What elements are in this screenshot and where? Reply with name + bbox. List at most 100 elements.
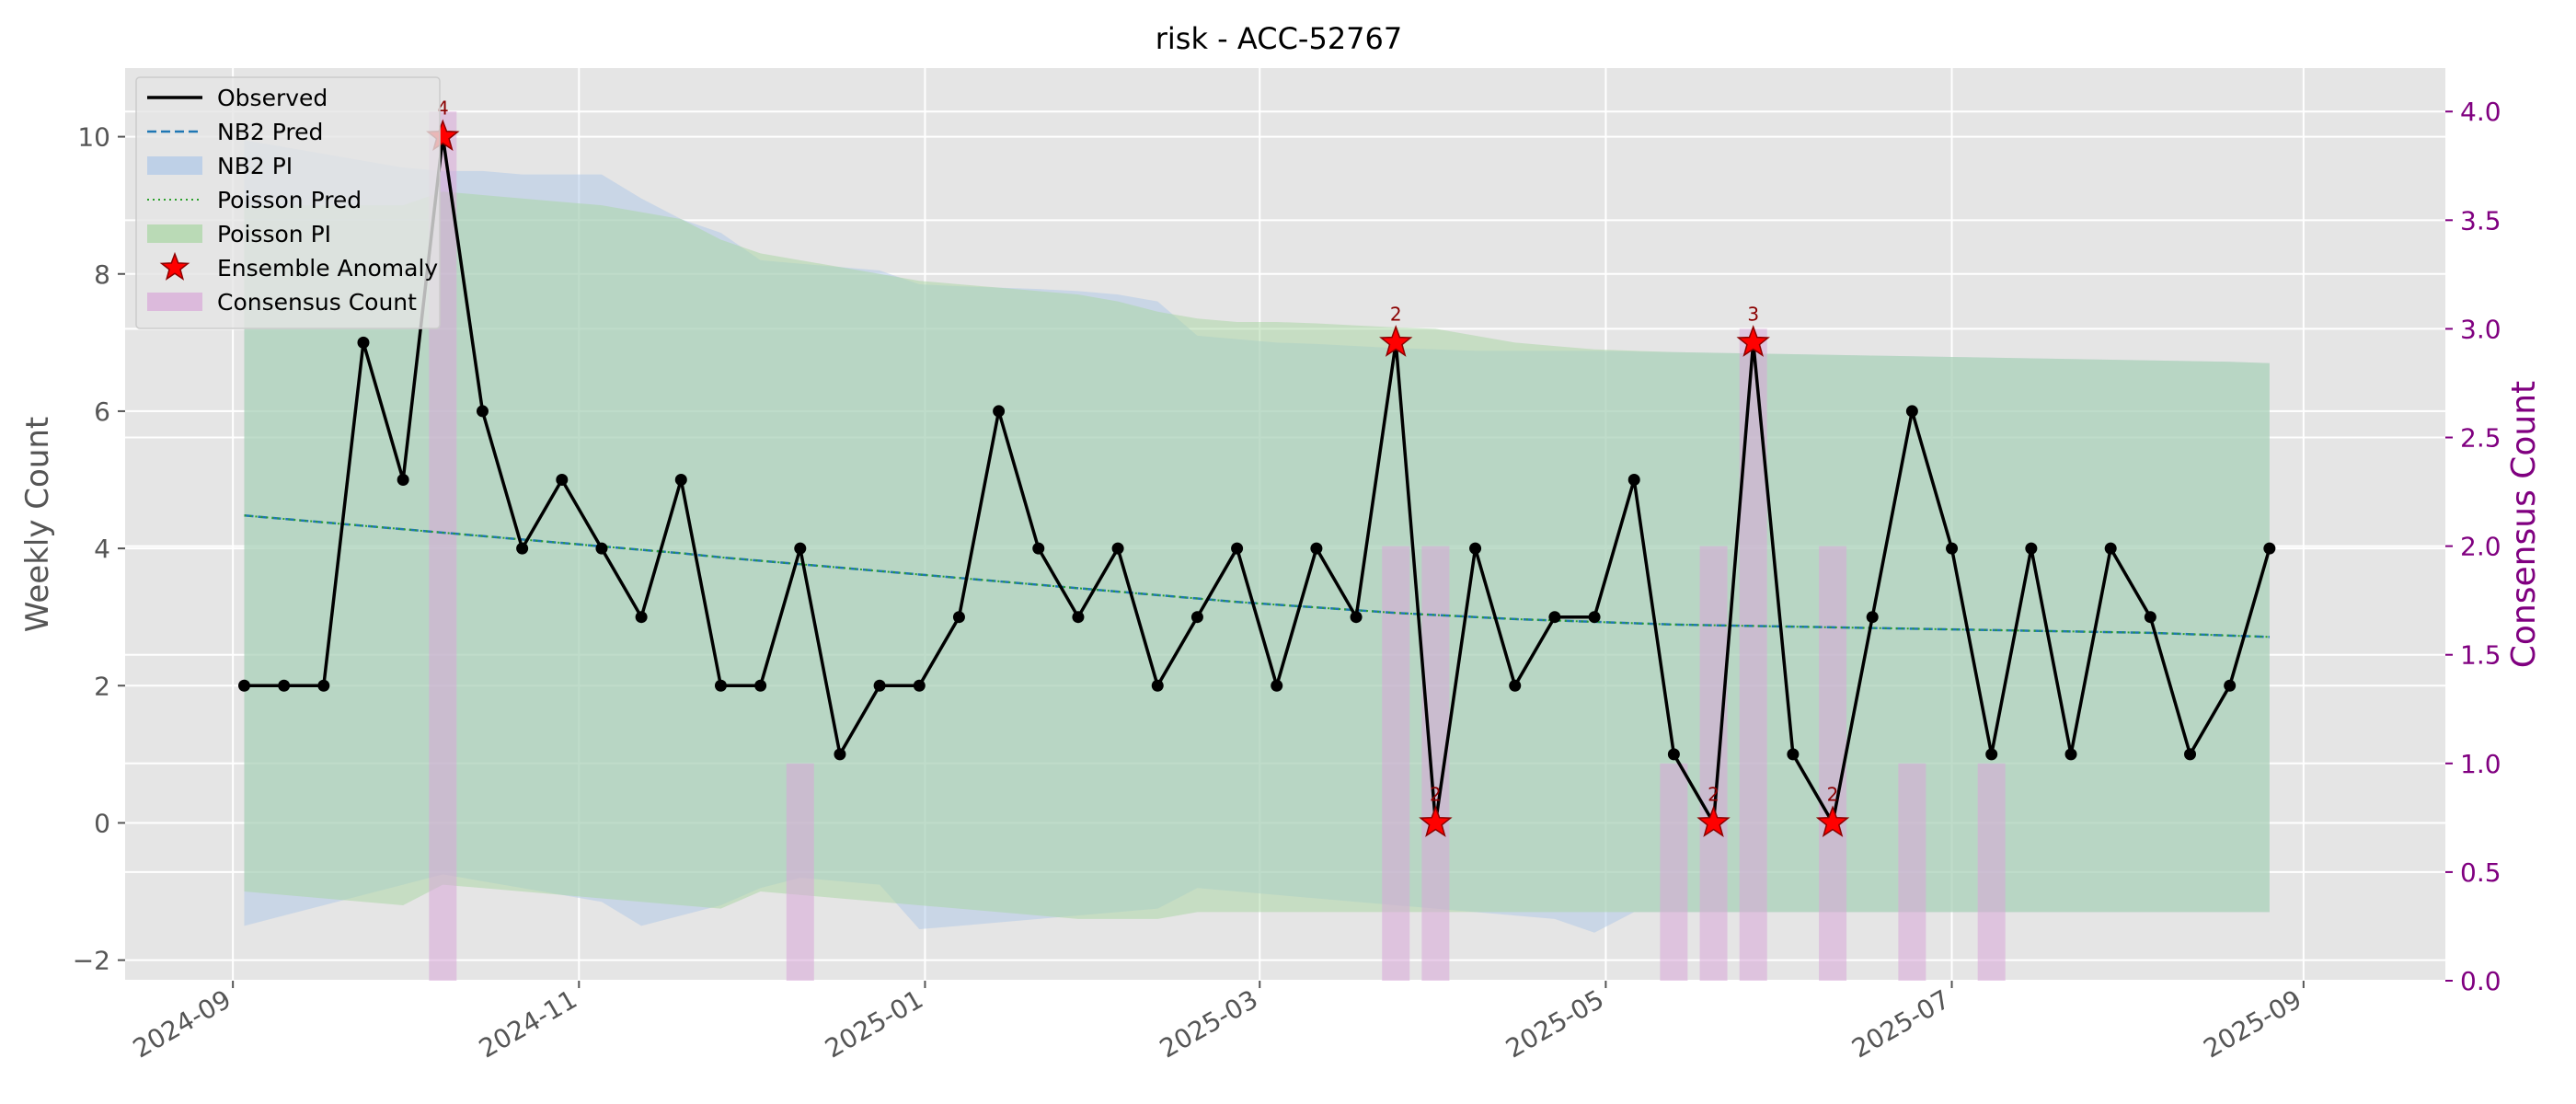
series-lines xyxy=(244,136,2271,829)
anomaly-label: 2 xyxy=(1827,783,1839,805)
legend-box xyxy=(135,76,441,329)
y-tick-label: 10 xyxy=(77,122,110,153)
anomaly-label: 2 xyxy=(1430,783,1442,805)
observed-point xyxy=(1588,611,1601,624)
observed-point xyxy=(913,679,926,692)
consensus-bar xyxy=(786,763,814,981)
observed-point xyxy=(1469,542,1482,555)
observed-point xyxy=(1231,542,1244,555)
observed-point xyxy=(754,679,767,692)
consensus-bar xyxy=(1699,546,1728,981)
observed-point xyxy=(2144,611,2156,624)
observed-point xyxy=(1032,542,1045,555)
y2-axis-label: Consensus Count xyxy=(2505,381,2543,668)
observed-point xyxy=(2025,542,2038,555)
observed-point xyxy=(237,679,250,692)
observed-point xyxy=(2224,679,2237,692)
legend-handle-nb2_pi xyxy=(147,156,202,175)
y-axis-label: Weekly Count xyxy=(19,417,56,633)
consensus-bar xyxy=(1819,546,1847,981)
legend-handle-consensus xyxy=(147,293,202,311)
observed-point xyxy=(516,542,529,555)
anomaly-star xyxy=(1696,805,1731,837)
observed-point xyxy=(278,679,291,692)
consensus-bar xyxy=(1977,763,2006,981)
observed-point xyxy=(317,679,330,692)
observed-point xyxy=(1509,679,1522,692)
y2-tick-label: 3.5 xyxy=(2460,205,2501,236)
y-tick-label: 0 xyxy=(94,808,110,838)
observed-point xyxy=(1190,611,1203,624)
observed-point xyxy=(1151,679,1164,692)
legend-handle-anomaly xyxy=(159,251,190,281)
observed-point xyxy=(1985,748,1998,761)
y-tick-label: 2 xyxy=(94,671,110,701)
y2-tick-label: 2.0 xyxy=(2460,532,2501,562)
consensus-bars xyxy=(429,111,2006,981)
observed-point xyxy=(476,405,489,418)
observed-points xyxy=(237,131,2276,829)
y2-tick-label: 0.0 xyxy=(2460,966,2501,996)
y2-tick-label: 0.5 xyxy=(2460,857,2501,888)
legend-label: Ensemble Anomaly xyxy=(217,255,438,282)
poisson-pred-line xyxy=(244,514,2270,638)
observed-point xyxy=(2184,748,2197,761)
observed-point xyxy=(397,474,409,487)
observed-point xyxy=(1667,748,1680,761)
anomaly-star xyxy=(1419,805,1453,837)
legend-label: NB2 PI xyxy=(217,153,293,179)
observed-point xyxy=(1111,542,1124,555)
observed-point xyxy=(635,611,648,624)
observed-point xyxy=(1946,542,1959,555)
anomaly-label: 2 xyxy=(1390,303,1402,325)
y2-tick-label: 1.5 xyxy=(2460,640,2501,671)
observed-point xyxy=(357,336,370,349)
observed-point xyxy=(1350,611,1363,624)
anomaly-star xyxy=(1736,325,1770,357)
consensus-bar xyxy=(1660,763,1688,981)
y2-tick-label: 2.5 xyxy=(2460,423,2501,454)
observed-point xyxy=(2104,542,2117,555)
observed-point xyxy=(674,474,687,487)
observed-point xyxy=(1271,679,1283,692)
observed-point xyxy=(952,611,965,624)
anomaly-label: 3 xyxy=(1747,303,1759,325)
y2-tick-label: 3.0 xyxy=(2460,314,2501,344)
y-tick-label: 4 xyxy=(94,534,110,564)
observed-point xyxy=(1905,405,1918,418)
y-tick-label: 8 xyxy=(94,259,110,290)
legend-label: Poisson Pred xyxy=(217,187,362,213)
anomaly-label: 2 xyxy=(1708,783,1719,805)
observed-point xyxy=(834,748,846,761)
observed-point xyxy=(556,474,569,487)
observed-point xyxy=(993,405,1006,418)
observed-point xyxy=(2064,748,2077,761)
y-tick-label: 6 xyxy=(94,397,110,427)
y-tick-label: −2 xyxy=(73,946,110,976)
observed-point xyxy=(595,542,608,555)
observed-point xyxy=(1548,611,1561,624)
observed-point xyxy=(1787,748,1800,761)
observed-point xyxy=(714,679,727,692)
observed-point xyxy=(1627,474,1640,487)
observed-point xyxy=(1072,611,1085,624)
observed-point xyxy=(1310,542,1323,555)
observed-point xyxy=(2263,542,2276,555)
observed-point xyxy=(1866,611,1879,624)
observed-point xyxy=(794,542,807,555)
legend: Observed NB2 Pred NB2 PI Poisson Pred Poisso… xyxy=(135,76,441,329)
legend-label: Poisson PI xyxy=(217,221,331,247)
consensus-bar xyxy=(1382,546,1410,981)
y2-tick-label: 4.0 xyxy=(2460,97,2501,127)
anomaly-star xyxy=(1815,805,1850,837)
observed-line xyxy=(244,136,2271,829)
legend-label: NB2 Pred xyxy=(217,119,323,145)
y2-tick-label: 1.0 xyxy=(2460,749,2501,779)
anomaly-star xyxy=(1379,325,1413,357)
anomaly-markers: 422 232 xyxy=(426,98,1850,837)
observed-point xyxy=(873,679,886,692)
legend-label: Consensus Count xyxy=(217,289,417,316)
chart-title: risk - ACC-52767 xyxy=(1156,21,1403,56)
legend-handle-poisson_pi xyxy=(147,224,202,243)
